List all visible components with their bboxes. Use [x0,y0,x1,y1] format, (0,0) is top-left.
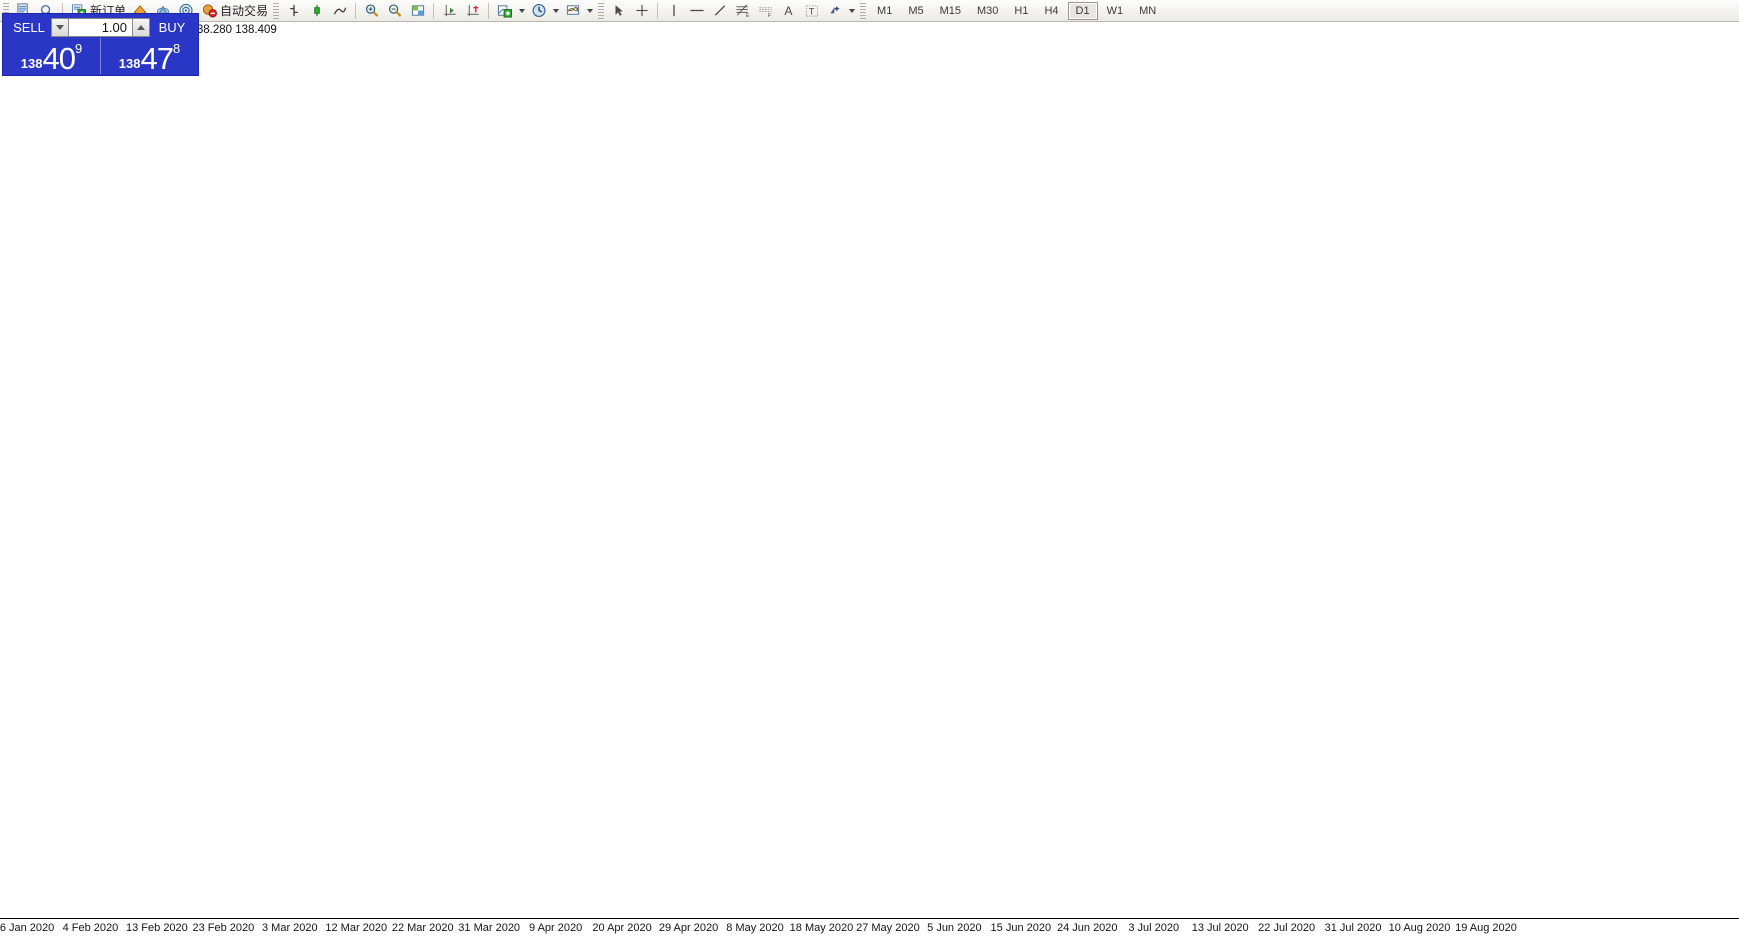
timeframe-w1[interactable]: W1 [1106,4,1124,17]
time-axis-tick: 12 Mar 2020 [325,922,388,934]
shift-icon[interactable] [439,1,460,20]
period-dropdown-arrow[interactable] [550,1,561,20]
timeframe-mn[interactable]: MN [1139,4,1157,17]
toolbar-grip-2[interactable] [273,2,280,19]
time-axis-tick: 22 Mar 2020 [391,922,454,934]
toolbar-grip[interactable] [3,2,9,19]
time-axis-tick: 26 Jan 2020 [0,922,55,934]
time-axis-tick: 31 Jul 2020 [1324,922,1382,934]
time-axis-tick: 22 Jul 2020 [1258,922,1316,934]
time-axis-tick: 8 May 2020 [726,922,784,934]
svg-text:F: F [767,13,771,18]
toolbar-grip-4[interactable] [860,2,867,19]
toolbar-grip-3[interactable] [598,2,605,19]
templates-icon[interactable] [562,1,583,20]
objects-dropdown-arrow[interactable] [846,1,857,20]
trendline-icon[interactable] [709,1,730,20]
auto-scroll-icon[interactable] [462,1,483,20]
timeframe-m5[interactable]: M5 [908,4,924,17]
bar-chart-icon[interactable] [283,1,304,20]
candlestick-icon[interactable] [306,1,327,20]
sell-price-prefix: 138 [20,56,43,71]
fibonacci-icon[interactable]: E [732,1,753,20]
toolbar-separator-2 [355,2,357,19]
volume-decrement-button[interactable] [51,18,69,37]
time-axis-tick: 27 May 2020 [856,922,920,934]
sell-price-main: 40 [42,41,75,76]
time-axis-tick: 31 Mar 2020 [458,922,521,934]
vline-icon[interactable] [663,1,684,20]
text-icon[interactable]: A [778,1,799,20]
time-axis-tick: 29 Apr 2020 [658,922,719,934]
time-axis-tick: 13 Jul 2020 [1191,922,1249,934]
time-axis-tick: 5 Jun 2020 [927,922,982,934]
sell-price[interactable]: 138 40 9 [3,38,100,74]
sell-price-point: 9 [74,41,83,56]
time-axis-tick: 23 Feb 2020 [192,922,255,934]
sell-button[interactable]: SELL [13,20,45,35]
time-axis-tick: 4 Feb 2020 [62,922,119,934]
indicators-icon[interactable] [494,1,515,20]
cursor-icon[interactable] [608,1,629,20]
timeframe-m1[interactable]: M1 [877,4,893,17]
time-axis-tick: 24 Jun 2020 [1056,922,1118,934]
timeframe-d1[interactable]: D1 [1067,1,1098,20]
time-axis-tick: 15 Jun 2020 [990,922,1052,934]
time-axis-tick: 13 Feb 2020 [126,922,188,934]
main-toolbar[interactable]: 新订单 自动交易 [0,0,1739,22]
line-chart-icon[interactable] [329,1,350,20]
time-axis-tick: 10 Aug 2020 [1388,922,1451,934]
zoom-in-icon[interactable] [361,1,382,20]
time-axis-tick: 20 Apr 2020 [592,922,652,934]
time-axis-tick: 3 Jul 2020 [1128,922,1180,934]
signal-icon[interactable] [175,1,196,20]
timeframe-m30[interactable]: M30 [977,4,999,17]
indicators-dropdown-arrow[interactable] [516,1,527,20]
time-axis-tick: 19 Aug 2020 [1455,922,1517,934]
svg-text:A: A [784,4,793,18]
crosshair-icon[interactable] [631,1,652,20]
toolbar-separator-5 [657,2,659,19]
volume-input[interactable]: 1.00 [69,18,132,37]
buy-price-prefix: 138 [118,56,141,71]
chart-container[interactable]: GBPJPY-,Daily 138.606 138.988 138.280 13… [0,22,1739,944]
time-axis-tick: 3 Mar 2020 [261,922,318,934]
svg-text:T: T [808,6,814,16]
auto-trading-label[interactable]: 自动交易 [220,4,269,18]
auto-trading-icon[interactable] [198,1,219,20]
time-axis-tick: 9 Apr 2020 [529,922,583,934]
svg-text:E: E [745,13,749,18]
channel-icon[interactable]: F [755,1,776,20]
grid-icon[interactable] [407,1,428,20]
one-click-trading-panel[interactable]: SELL 1.00 BUY 138 40 9 138 47 8 [2,13,199,76]
period-icon[interactable] [528,1,549,20]
templates-dropdown-arrow[interactable] [584,1,595,20]
hline-icon[interactable] [686,1,707,20]
symbol-header: GBPJPY-,Daily 138.606 138.988 138.280 13… [0,22,1739,38]
toolbar-separator [62,2,63,19]
timeframe-m15[interactable]: M15 [939,4,961,17]
timeframe-h1[interactable]: H1 [1014,4,1029,17]
time-axis[interactable]: 26 Jan 2020 4 Feb 2020 13 Feb 2020 23 Feb 2… [0,918,1739,940]
time-axis-tick: 18 May 2020 [789,922,854,934]
buy-button[interactable]: BUY [158,20,186,35]
label-icon[interactable]: T [801,1,822,20]
zoom-out-icon[interactable] [384,1,405,20]
timeframe-h4[interactable]: H4 [1044,4,1059,17]
objects-icon[interactable] [824,1,845,20]
buy-price-main: 47 [140,41,173,76]
toolbar-separator-4 [488,2,490,19]
buy-price[interactable]: 138 47 8 [100,38,198,74]
toolbar-separator-3 [433,2,435,19]
volume-increment-button[interactable] [132,18,150,37]
buy-price-point: 8 [172,41,181,56]
